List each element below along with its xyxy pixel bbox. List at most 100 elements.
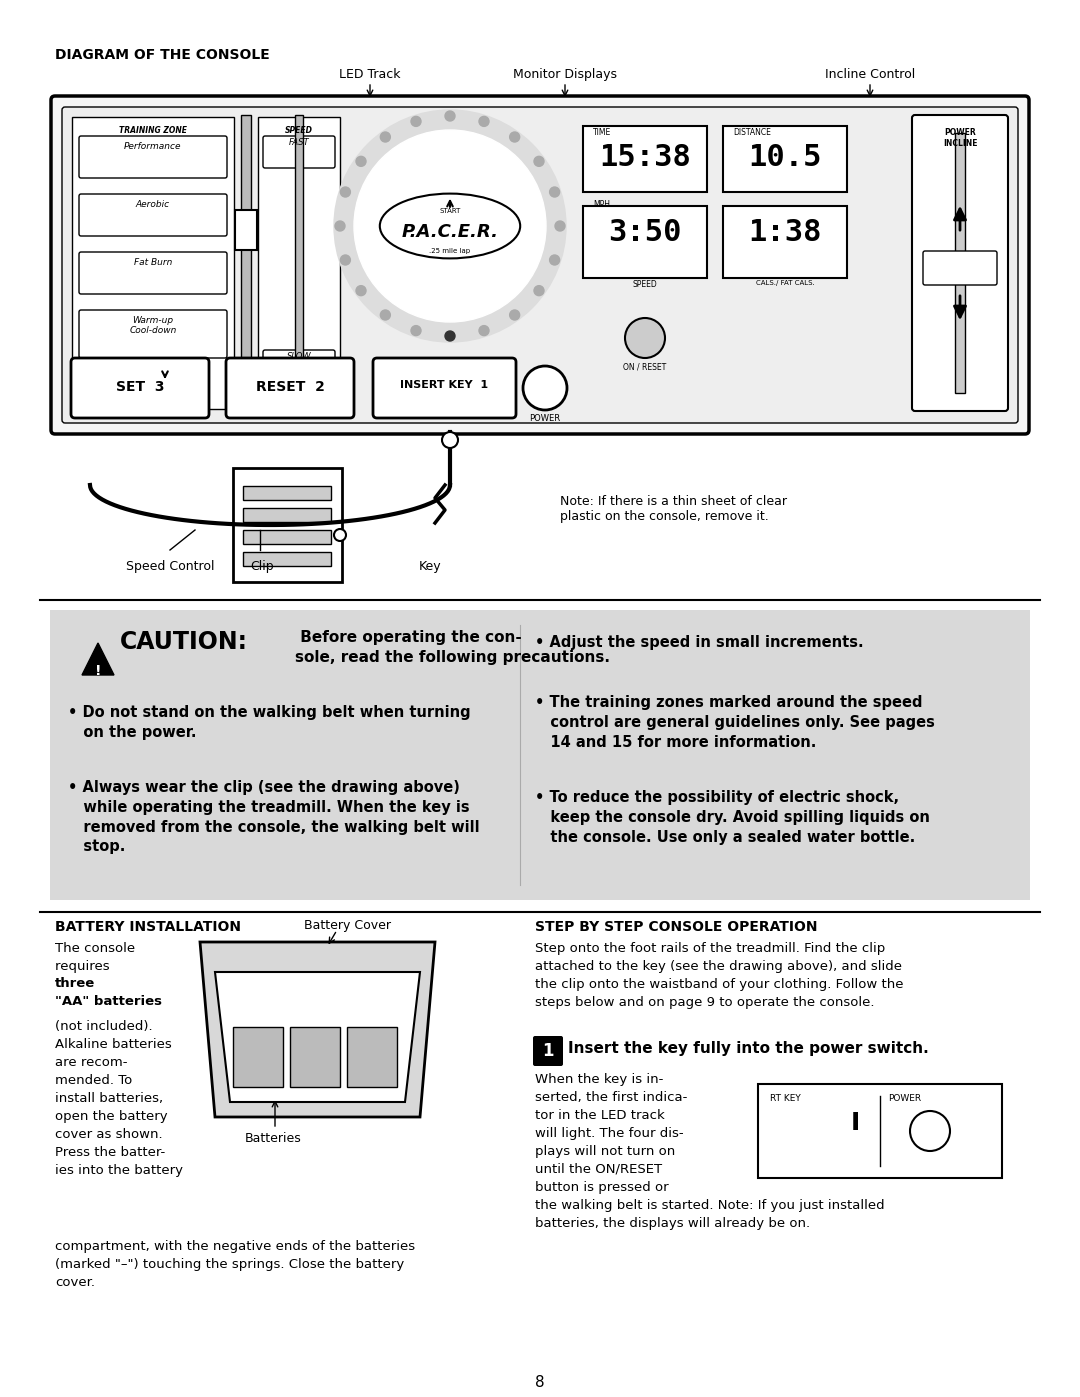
FancyBboxPatch shape [373, 358, 516, 418]
FancyBboxPatch shape [62, 108, 1018, 423]
Circle shape [480, 116, 489, 126]
Circle shape [534, 285, 544, 296]
Text: 1: 1 [542, 1042, 554, 1060]
Circle shape [442, 432, 458, 448]
Text: Battery Cover: Battery Cover [303, 919, 391, 932]
Text: Insert the key fully into the power switch.: Insert the key fully into the power swit… [568, 1041, 929, 1056]
FancyBboxPatch shape [912, 115, 1008, 411]
Text: • Always wear the clip (see the drawing above)
   while operating the treadmill.: • Always wear the clip (see the drawing … [68, 780, 480, 855]
Text: Performance: Performance [124, 142, 181, 151]
Bar [295, 115, 303, 415]
Text: 8: 8 [536, 1375, 544, 1390]
Circle shape [523, 366, 567, 409]
Polygon shape [200, 942, 435, 1118]
Circle shape [340, 256, 350, 265]
Text: Speed Control: Speed Control [125, 560, 214, 573]
FancyBboxPatch shape [264, 136, 335, 168]
Bar [243, 486, 330, 500]
Circle shape [550, 256, 559, 265]
Text: Warm-up
Cool-down: Warm-up Cool-down [130, 316, 177, 335]
Circle shape [910, 1111, 950, 1151]
Text: POWER: POWER [529, 414, 561, 423]
Circle shape [380, 131, 390, 142]
Bar [235, 210, 257, 250]
Text: • The training zones marked around the speed
   control are general guidelines o: • The training zones marked around the s… [535, 694, 935, 750]
Text: Batteries: Batteries [245, 1132, 301, 1146]
Text: SPEED: SPEED [633, 279, 658, 289]
Text: I: I [850, 1111, 860, 1134]
Text: CALS./ FAT CALS.: CALS./ FAT CALS. [756, 279, 814, 286]
Bar [347, 1027, 397, 1087]
Bar [243, 552, 330, 566]
FancyBboxPatch shape [79, 194, 227, 236]
FancyBboxPatch shape [79, 310, 227, 358]
Text: • Do not stand on the walking belt when turning
   on the power.: • Do not stand on the walking belt when … [68, 705, 471, 740]
Text: Fat Burn: Fat Burn [134, 258, 172, 267]
Text: Step onto the foot rails of the treadmill. Find the clip
attached to the key (se: Step onto the foot rails of the treadmil… [535, 942, 904, 1009]
FancyBboxPatch shape [51, 96, 1029, 434]
FancyBboxPatch shape [50, 610, 1030, 900]
FancyBboxPatch shape [226, 358, 354, 418]
Circle shape [334, 110, 566, 342]
Text: Note: If there is a thin sheet of clear
plastic on the console, remove it.: Note: If there is a thin sheet of clear … [561, 495, 787, 522]
Text: .25 mile lap: .25 mile lap [430, 249, 471, 254]
Text: RT KEY: RT KEY [770, 1094, 800, 1104]
Text: DISTANCE: DISTANCE [733, 129, 771, 137]
Polygon shape [82, 643, 114, 675]
FancyBboxPatch shape [71, 358, 210, 418]
Text: START: START [440, 208, 461, 214]
Text: Aerobic: Aerobic [136, 200, 170, 210]
Text: DIAGRAM OF THE CONSOLE: DIAGRAM OF THE CONSOLE [55, 47, 270, 61]
Bar [291, 1027, 340, 1087]
Ellipse shape [380, 194, 521, 258]
FancyBboxPatch shape [583, 205, 707, 278]
FancyBboxPatch shape [258, 117, 340, 409]
Circle shape [340, 187, 350, 197]
Bar [243, 509, 330, 522]
Circle shape [411, 116, 421, 126]
Text: LED Track: LED Track [339, 68, 401, 81]
Text: TIME: TIME [593, 129, 611, 137]
FancyBboxPatch shape [723, 126, 847, 191]
Text: POWER
INCLINE: POWER INCLINE [943, 129, 977, 148]
Circle shape [411, 326, 421, 335]
Text: STEP BY STEP CONSOLE OPERATION: STEP BY STEP CONSOLE OPERATION [535, 921, 818, 935]
Circle shape [550, 187, 559, 197]
Circle shape [335, 221, 345, 231]
Text: three
"AA" batteries: three "AA" batteries [55, 977, 162, 1009]
Text: 3:50: 3:50 [608, 218, 681, 247]
FancyBboxPatch shape [79, 136, 227, 177]
Bar [241, 115, 251, 415]
FancyBboxPatch shape [723, 205, 847, 278]
Text: P.A.C.E.R.: P.A.C.E.R. [402, 224, 499, 242]
Bar [955, 133, 966, 393]
FancyBboxPatch shape [923, 251, 997, 285]
Text: Before operating the con-
sole, read the following precautions.: Before operating the con- sole, read the… [295, 630, 610, 665]
Text: FAST: FAST [288, 138, 309, 147]
FancyBboxPatch shape [264, 351, 335, 381]
FancyBboxPatch shape [583, 126, 707, 191]
Text: When the key is in-
serted, the first indica-
tor in the LED track
will light. T: When the key is in- serted, the first in… [535, 1073, 885, 1229]
Circle shape [380, 310, 390, 320]
Circle shape [510, 310, 519, 320]
Text: (not included).
Alkaline batteries
are recom-
mended. To
install batteries,
open: (not included). Alkaline batteries are r… [55, 1020, 183, 1178]
Bar [243, 529, 330, 543]
Text: 1:38: 1:38 [748, 218, 822, 247]
Text: Clip: Clip [251, 560, 274, 573]
Text: • To reduce the possibility of electric shock,
   keep the console dry. Avoid sp: • To reduce the possibility of electric … [535, 789, 930, 845]
Text: The console
requires: The console requires [55, 942, 135, 972]
Circle shape [354, 130, 546, 321]
FancyBboxPatch shape [233, 468, 342, 583]
Text: 10.5: 10.5 [748, 142, 822, 172]
FancyBboxPatch shape [72, 117, 234, 409]
Text: POWER: POWER [888, 1094, 921, 1104]
Bar [233, 1027, 283, 1087]
Circle shape [445, 110, 455, 122]
Text: SLOW: SLOW [286, 352, 311, 360]
Circle shape [334, 529, 346, 541]
Text: BATTERY INSTALLATION: BATTERY INSTALLATION [55, 921, 241, 935]
FancyBboxPatch shape [79, 251, 227, 293]
FancyBboxPatch shape [758, 1084, 1002, 1178]
Circle shape [510, 131, 519, 142]
Text: MPH: MPH [593, 200, 610, 210]
